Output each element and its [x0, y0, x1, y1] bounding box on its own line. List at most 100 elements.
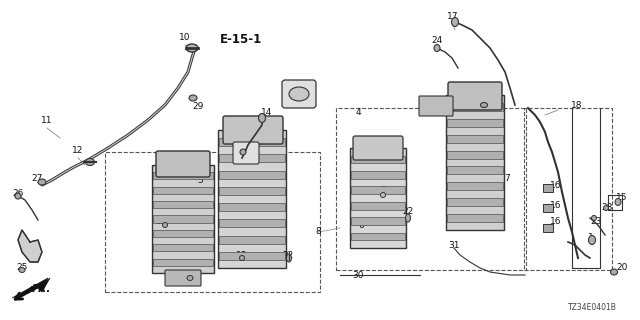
Ellipse shape [289, 87, 309, 101]
Ellipse shape [381, 193, 385, 197]
Bar [447, 214, 503, 222]
Bar [543, 184, 553, 192]
Bar [219, 171, 285, 179]
Bar [447, 135, 503, 143]
Bar [447, 198, 503, 206]
Bar [350, 148, 406, 248]
Bar [351, 233, 405, 240]
Ellipse shape [15, 193, 21, 199]
Bar [218, 130, 286, 268]
Text: 18: 18 [572, 100, 583, 109]
Ellipse shape [434, 44, 440, 52]
Text: 27: 27 [31, 173, 43, 182]
Text: 31: 31 [448, 242, 460, 251]
Text: 4: 4 [355, 108, 361, 116]
Text: 3: 3 [245, 143, 251, 153]
Polygon shape [18, 230, 42, 262]
Ellipse shape [481, 102, 488, 108]
Bar [153, 172, 213, 180]
Bar [524, 108, 612, 270]
Text: 14: 14 [261, 108, 273, 116]
Text: 13: 13 [236, 251, 248, 260]
Text: 24: 24 [431, 36, 443, 44]
FancyBboxPatch shape [353, 136, 403, 160]
Bar [447, 151, 503, 158]
Text: 2: 2 [24, 247, 30, 257]
Text: 24: 24 [237, 143, 248, 153]
Bar [336, 108, 526, 270]
Ellipse shape [163, 222, 168, 228]
Bar [219, 203, 285, 211]
Ellipse shape [406, 214, 410, 222]
Ellipse shape [591, 215, 596, 220]
Text: 1: 1 [588, 234, 594, 243]
Bar [219, 138, 285, 146]
Ellipse shape [287, 254, 291, 262]
Text: 19: 19 [156, 218, 168, 227]
Ellipse shape [611, 269, 618, 275]
Bar [219, 236, 285, 244]
Bar [219, 187, 285, 195]
Text: 5: 5 [197, 175, 203, 185]
Text: 12: 12 [72, 146, 84, 155]
Ellipse shape [604, 205, 609, 211]
Text: E-15-1: E-15-1 [220, 33, 262, 46]
Bar [153, 244, 213, 252]
Text: 16: 16 [550, 201, 562, 210]
Text: 16: 16 [550, 218, 562, 227]
FancyBboxPatch shape [156, 151, 210, 177]
Ellipse shape [19, 268, 25, 273]
Bar [447, 103, 503, 111]
Text: 3: 3 [296, 85, 302, 94]
Bar [153, 215, 213, 223]
Text: 15: 15 [616, 194, 628, 203]
Text: 28: 28 [602, 204, 612, 212]
Text: TZ34E0401B: TZ34E0401B [568, 303, 617, 312]
Text: 11: 11 [41, 116, 52, 124]
Bar [447, 182, 503, 190]
Text: 9: 9 [380, 186, 386, 195]
Text: 16: 16 [550, 180, 562, 189]
Polygon shape [12, 278, 50, 298]
Text: 29: 29 [192, 101, 204, 110]
Text: 10: 10 [179, 33, 191, 42]
Ellipse shape [189, 95, 197, 101]
Text: 30: 30 [352, 271, 364, 281]
Bar [219, 252, 285, 260]
Text: 22: 22 [403, 207, 413, 217]
FancyBboxPatch shape [419, 96, 453, 116]
Bar [447, 166, 503, 174]
Ellipse shape [187, 276, 193, 281]
Text: 8: 8 [315, 228, 321, 236]
Bar [153, 230, 213, 237]
Text: 6: 6 [358, 220, 364, 229]
Ellipse shape [38, 179, 46, 185]
Bar [153, 201, 213, 208]
Text: 20: 20 [616, 263, 628, 273]
Text: 17: 17 [447, 12, 459, 20]
Bar [351, 187, 405, 194]
Text: 23: 23 [590, 218, 602, 227]
Bar [446, 95, 504, 230]
Bar [219, 219, 285, 228]
Bar [351, 156, 405, 164]
Text: 26: 26 [12, 188, 24, 197]
Ellipse shape [240, 149, 246, 155]
Ellipse shape [259, 114, 266, 123]
Bar [351, 217, 405, 225]
Text: 25: 25 [16, 263, 28, 273]
Ellipse shape [239, 255, 244, 260]
Text: 7: 7 [504, 173, 510, 182]
FancyBboxPatch shape [165, 270, 201, 286]
FancyBboxPatch shape [233, 142, 259, 164]
Bar [543, 204, 553, 212]
Bar [543, 224, 553, 232]
Bar [351, 171, 405, 179]
Bar [105, 152, 320, 292]
FancyBboxPatch shape [282, 80, 316, 108]
Ellipse shape [589, 236, 595, 244]
Bar [153, 187, 213, 194]
Bar [447, 119, 503, 127]
Bar [152, 165, 214, 273]
Ellipse shape [186, 44, 198, 52]
